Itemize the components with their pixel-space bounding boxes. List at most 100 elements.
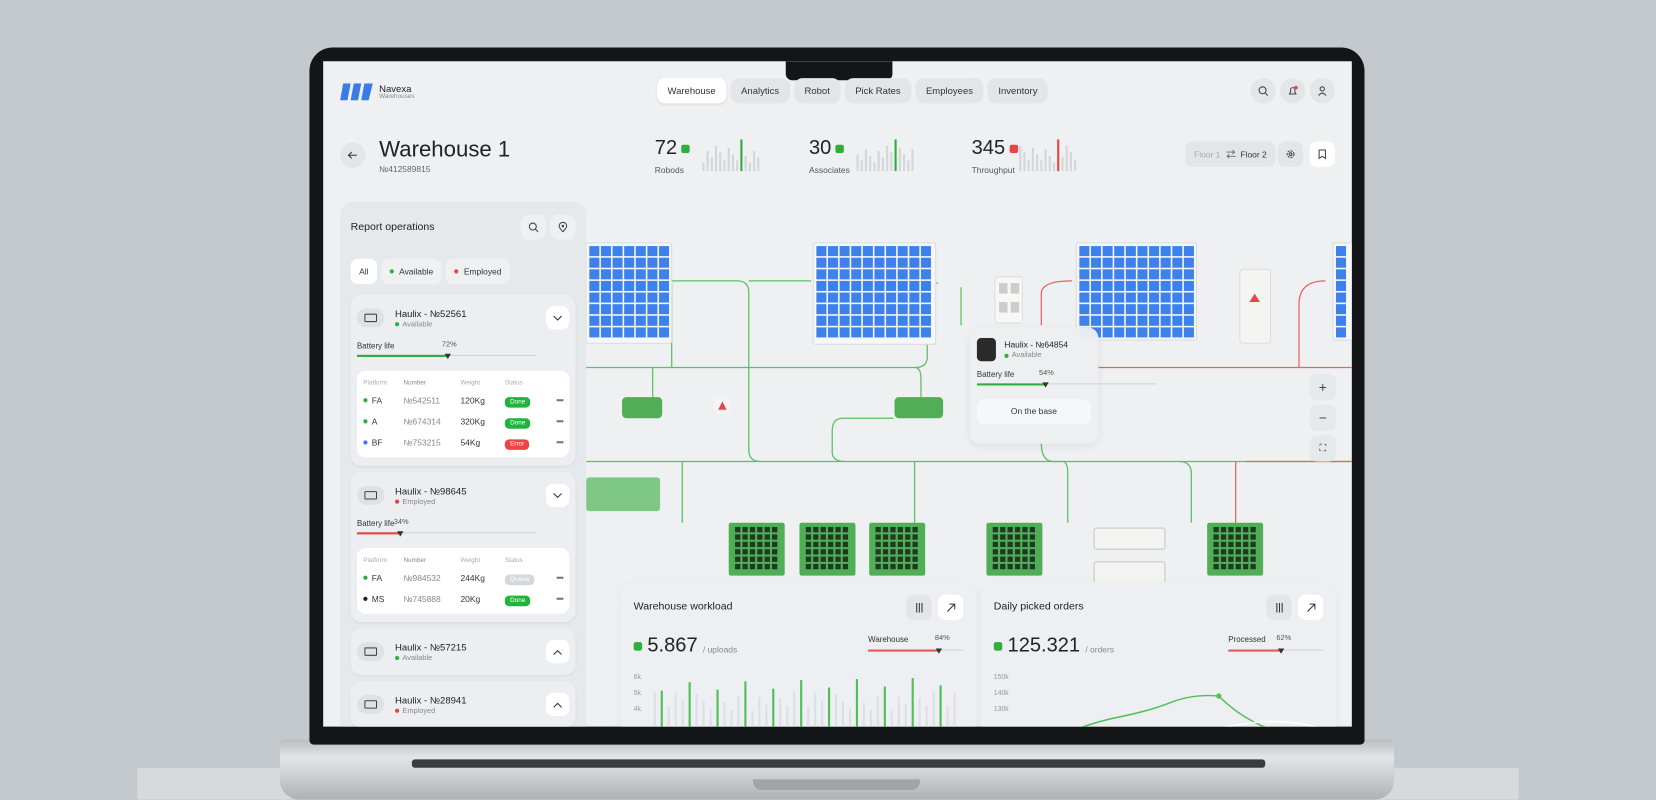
spark-bar [710,157,713,172]
axis-label: 150k [993,673,1009,682]
solar-cell [874,257,885,268]
settings-button[interactable] [1277,141,1304,167]
solar-cell [1172,304,1183,315]
row-menu[interactable]: ••• [556,437,564,448]
notification-button[interactable] [1280,78,1306,104]
rack-cell [764,563,770,570]
spark-bar [714,145,718,172]
rack-cell [1000,527,1006,533]
rack-cell [742,563,748,570]
rack-cell [897,563,903,570]
search-button[interactable] [1250,78,1276,104]
conveyor-lines-part [671,280,761,463]
solar-cell [920,269,931,280]
rack-cell [897,549,903,555]
pin-icon [558,221,568,233]
floor-toggle[interactable]: Floor 1 Floor 2 [1184,141,1276,167]
column-header: Number [403,557,426,564]
zoom-in[interactable]: + [1309,373,1336,401]
solar-cell [1079,280,1090,291]
nav-tab[interactable]: Warehouse [656,78,727,104]
card-open-button[interactable] [1297,594,1324,620]
solar-cell [635,246,646,257]
card-open-button[interactable] [937,594,964,620]
floor-option[interactable]: Floor 1 [1194,149,1221,159]
rack-cell [1213,534,1219,540]
robot-name-block: Haulix - №57215 Available [394,642,466,662]
solar-cell [897,269,908,280]
solar-cell [1079,269,1090,280]
chevron-button[interactable] [546,692,570,717]
solar-cell [1102,304,1113,315]
rack-cell [842,563,849,570]
axis-label: 140k [993,689,1009,698]
back-button[interactable] [340,142,366,168]
stat-label: Robods [654,165,684,176]
equipment-part [894,397,944,419]
solar-cell [1114,246,1125,257]
nav-tab[interactable]: Inventory [987,78,1049,104]
bookmark-icon [1318,149,1326,160]
rack-cell [1029,541,1035,548]
solar-cell [1183,280,1194,291]
status-pill: Done [504,417,531,429]
nav-tab[interactable]: Analytics [730,78,790,104]
chevron-button[interactable] [546,640,570,664]
profile-button[interactable] [1309,78,1335,104]
solar-cell [600,269,611,280]
row-menu[interactable]: ••• [556,416,564,427]
nav-tab[interactable]: Robot [793,78,841,104]
rack-cell [905,549,911,555]
row-menu[interactable]: ••• [556,572,564,583]
spark-bar [757,157,760,172]
location-button[interactable] [550,214,576,240]
filter[interactable]: Employed [445,258,510,285]
spark-bar [1023,152,1026,172]
bookmark-button[interactable] [1309,141,1335,167]
solar-cell [920,246,931,257]
mini-point [1216,693,1222,699]
card-filter-button[interactable] [906,594,932,620]
fullscreen[interactable]: ⛶ [1309,435,1336,462]
stat-value-row: 345 [972,137,1109,160]
trend-badge [835,144,844,154]
rack-cell [735,541,741,548]
solar-cell [635,304,646,315]
rack-cell [1007,541,1013,548]
solar-cell [1172,280,1183,291]
solar-cell [1183,257,1194,268]
search-button[interactable] [520,214,547,240]
solar-cell [897,257,908,268]
rack-cell [912,549,918,555]
solar-cell [1102,269,1113,280]
solar-cell [1160,246,1171,257]
card-filter-button[interactable] [1266,594,1292,620]
nav-tab[interactable]: Pick Rates [844,78,912,104]
stat-card: Warehouse workload 5.867 / uploads Warehous… [620,581,976,727]
rack-cell [890,527,896,533]
row-menu[interactable]: ••• [556,593,564,605]
axis-label: 4k [633,705,641,713]
warehouse-map [585,242,1352,584]
solar-cell [897,280,908,291]
rack-cell [992,534,999,540]
spark-bar [1074,159,1077,172]
rack-cell [1007,549,1013,555]
robot-name-block: Haulix - №98645 Employed [394,485,466,505]
robot-name-block: Haulix - №52561 Available [394,308,466,328]
row-menu[interactable]: ••• [556,394,564,406]
zoom-out[interactable]: − [1309,404,1336,431]
chevron-button[interactable] [546,306,570,330]
rack-cell [1022,549,1028,555]
action-button[interactable]: On the base [976,399,1091,425]
card-icon [1275,602,1283,613]
nav-tab[interactable]: Employees [915,78,984,104]
filter[interactable]: All [350,258,377,285]
platform-dot [363,398,368,403]
solar-cell [1183,269,1194,280]
rack-cell [1000,563,1006,570]
floor-option[interactable]: Floor 2 [1240,149,1267,159]
filter[interactable]: Available [381,258,442,285]
chevron-button[interactable] [546,483,570,507]
